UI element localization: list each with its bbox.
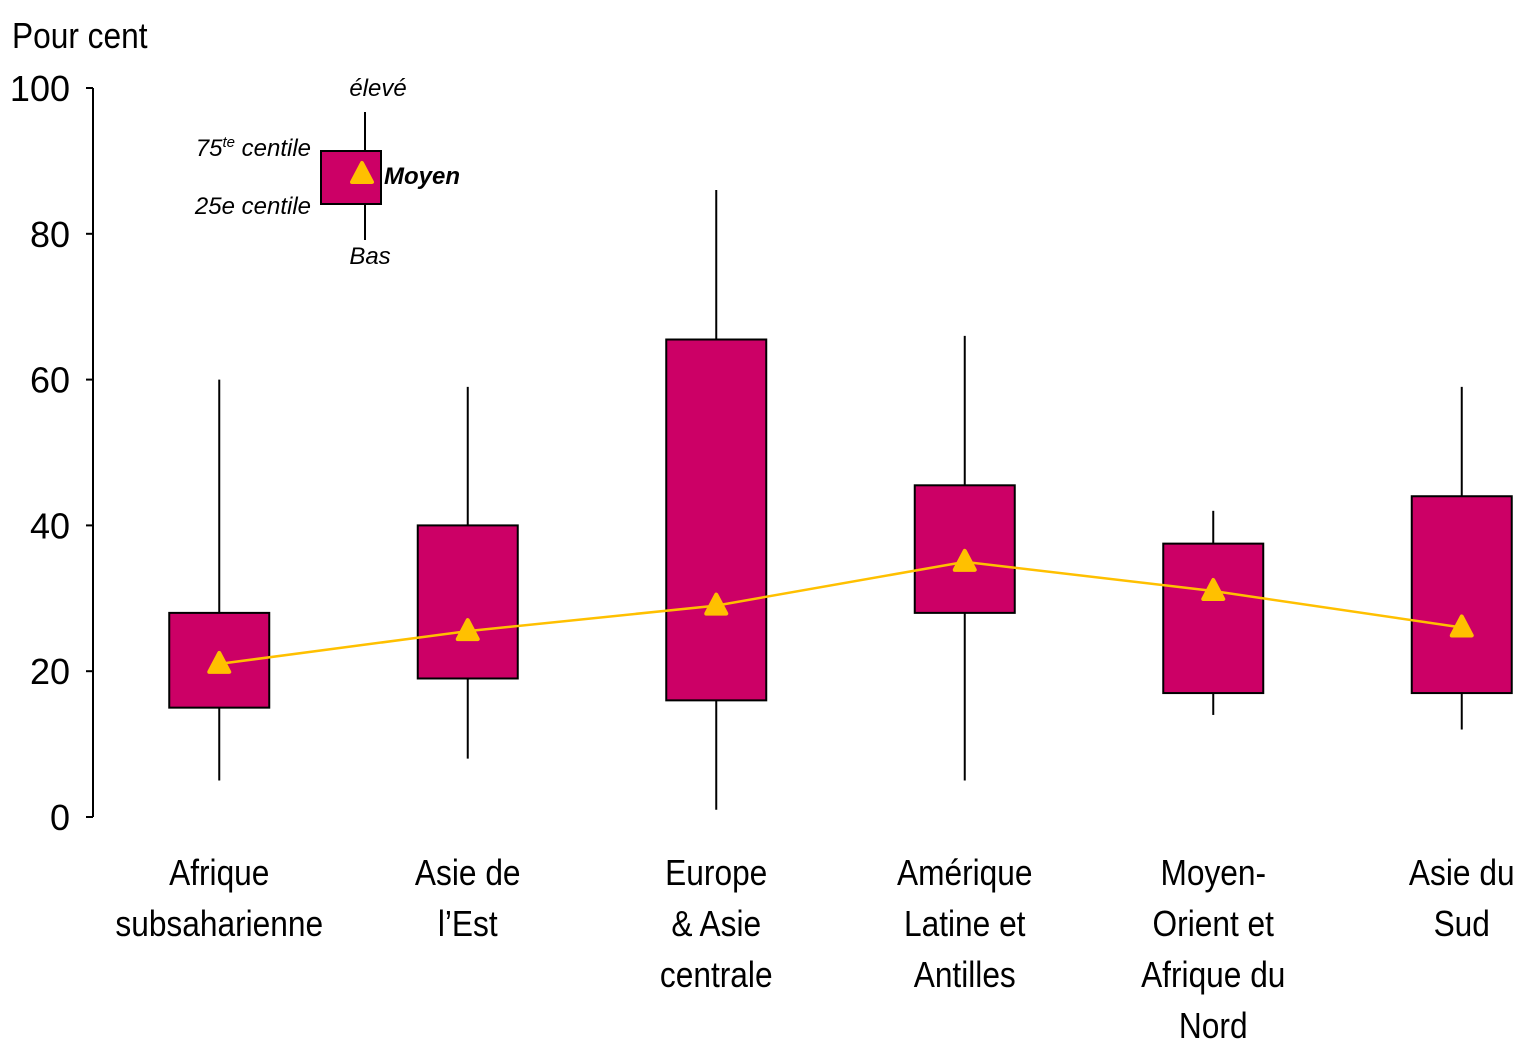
x-tick-label: Afrique subsaharienne: [115, 853, 323, 944]
x-tick-label-line: Amérique: [897, 853, 1033, 893]
x-tick-label-line: Sud: [1434, 904, 1490, 944]
x-tick-label-line: & Asie: [671, 904, 761, 944]
x-tick-label-line: Latine et: [904, 904, 1026, 944]
box: [416, 524, 519, 680]
legend-mean: Moyen: [384, 163, 460, 190]
y-axis-label: Pour cent: [12, 16, 148, 56]
x-tick-label-line: Afrique: [169, 853, 269, 893]
x-tick-label-line: Europe: [665, 853, 767, 893]
mean-marker: [704, 592, 729, 616]
mean-marker: [1201, 578, 1226, 602]
x-tick-label-line: Afrique du: [1141, 955, 1285, 995]
y-tick-label: 20: [30, 651, 70, 692]
box: [665, 338, 768, 702]
x-tick-label-line: centrale: [660, 955, 773, 995]
legend-q3-sup: te: [222, 134, 235, 151]
legend-q3-part: 75: [196, 135, 223, 162]
legend-q1: 25e centile: [194, 193, 311, 220]
x-tick-label: Europe & Asie centrale: [660, 853, 773, 995]
y-tick-label: 60: [30, 360, 70, 401]
box: [1162, 542, 1265, 695]
legend-box: [320, 150, 382, 205]
legend-q3-part: centile: [235, 135, 311, 162]
legend-mean-marker: [350, 161, 374, 184]
x-tick-label: Amérique Latine et Antilles: [897, 853, 1033, 995]
y-tick-label: 40: [30, 505, 70, 546]
x-tick-label-line: l’Est: [438, 904, 498, 944]
x-tick-label-line: Orient et: [1153, 904, 1275, 944]
legend-q3: 75te centile: [196, 134, 311, 162]
x-tick-label-line: Antilles: [914, 955, 1016, 995]
x-tick-label-line: Moyen-: [1160, 853, 1266, 893]
y-tick-label: 80: [30, 214, 70, 255]
box: [1410, 495, 1513, 695]
legend-high: élevé: [349, 75, 406, 102]
x-tick-label: Asie de l’Est: [415, 853, 521, 944]
legend-low: Bas: [349, 243, 390, 270]
x-tick-label-line: Nord: [1179, 1006, 1248, 1042]
x-tick-label-line: subsaharienne: [115, 904, 323, 944]
mean-marker: [455, 618, 480, 642]
mean-line: [219, 560, 1462, 666]
mean-marker: [207, 650, 232, 674]
x-tick-label: Asie du Sud: [1409, 853, 1515, 944]
x-tick-label-line: Asie de: [415, 853, 521, 893]
mean-marker: [952, 548, 977, 572]
y-tick-label: 100: [10, 68, 70, 109]
x-tick-label-line: Asie du: [1409, 853, 1515, 893]
mean-marker: [1449, 614, 1474, 638]
x-tick-label: Moyen- Orient et Afrique du Nord: [1141, 853, 1285, 1042]
y-tick-label: 0: [50, 797, 70, 838]
